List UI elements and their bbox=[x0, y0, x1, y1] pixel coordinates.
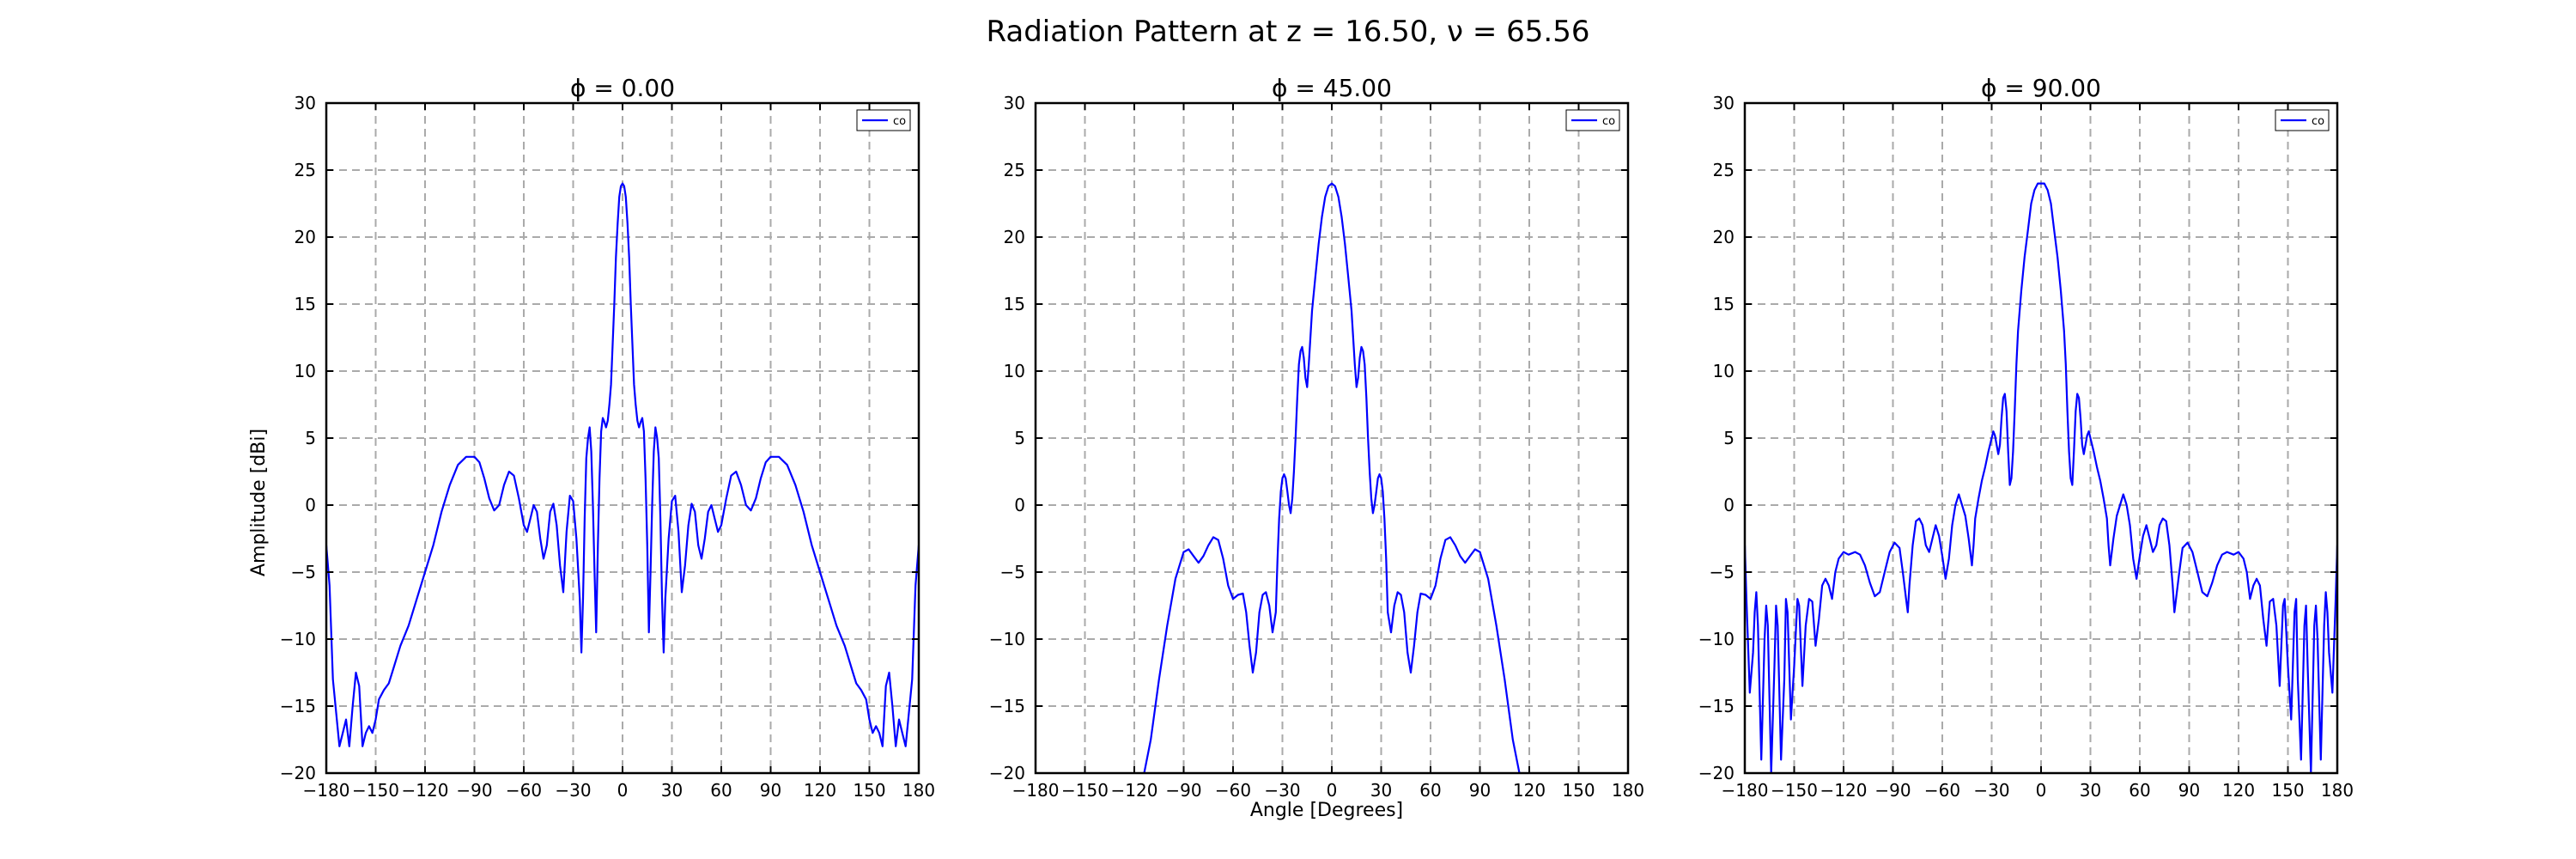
y-tick-label: 10 bbox=[295, 361, 316, 381]
y-tick-label: 15 bbox=[1713, 294, 1735, 314]
y-tick-label: 0 bbox=[305, 495, 316, 515]
x-tick-label: −150 bbox=[352, 780, 399, 801]
y-tick-label: 30 bbox=[1713, 93, 1735, 113]
y-tick-label: 15 bbox=[1004, 294, 1025, 314]
x-tick-label: −120 bbox=[1820, 780, 1868, 801]
x-tick-label: −30 bbox=[555, 780, 591, 801]
x-tick-label: 180 bbox=[1612, 780, 1644, 801]
subplot-title: ϕ = 90.00 bbox=[1981, 74, 2101, 102]
x-tick-label: 30 bbox=[1370, 780, 1392, 801]
x-tick-label: 60 bbox=[1419, 780, 1441, 801]
x-tick-label: −150 bbox=[1771, 780, 1818, 801]
x-tick-label: 30 bbox=[661, 780, 683, 801]
x-tick-label: 150 bbox=[2271, 780, 2304, 801]
y-tick-label: 25 bbox=[1004, 160, 1025, 180]
y-tick-label: 30 bbox=[295, 93, 316, 113]
x-tick-label: 120 bbox=[2222, 780, 2255, 801]
x-tick-label: 150 bbox=[853, 780, 885, 801]
subplot-title: ϕ = 0.00 bbox=[570, 74, 675, 102]
series-line-co bbox=[1143, 182, 1521, 773]
y-tick-label: −10 bbox=[989, 629, 1025, 649]
y-tick-label: 5 bbox=[1014, 428, 1025, 448]
legend-label: co bbox=[1602, 115, 1615, 128]
y-tick-label: −15 bbox=[1698, 696, 1735, 716]
y-tick-label: 5 bbox=[1723, 428, 1735, 448]
x-tick-label: −30 bbox=[1264, 780, 1300, 801]
x-tick-label: −180 bbox=[303, 780, 350, 801]
legend-label: co bbox=[2312, 115, 2324, 128]
y-tick-label: −15 bbox=[280, 696, 316, 716]
x-tick-label: −120 bbox=[1111, 780, 1158, 801]
y-tick-label: 25 bbox=[295, 160, 316, 180]
x-tick-label: 60 bbox=[2129, 780, 2150, 801]
y-tick-label: 30 bbox=[1004, 93, 1025, 113]
x-tick-label: 30 bbox=[2080, 780, 2101, 801]
y-tick-label: −5 bbox=[1710, 562, 1735, 582]
y-tick-label: 10 bbox=[1004, 361, 1025, 381]
x-tick-label: 0 bbox=[1327, 780, 1338, 801]
x-tick-label: 120 bbox=[1513, 780, 1546, 801]
x-tick-label: −90 bbox=[456, 780, 492, 801]
x-tick-label: −60 bbox=[1924, 780, 1960, 801]
y-tick-label: −10 bbox=[1698, 629, 1735, 649]
x-tick-label: −60 bbox=[1215, 780, 1251, 801]
x-tick-label: −180 bbox=[1722, 780, 1769, 801]
y-tick-label: 20 bbox=[295, 227, 316, 247]
x-tick-label: −120 bbox=[402, 780, 449, 801]
figure-title: Radiation Pattern at z = 16.50, ν = 65.5… bbox=[987, 15, 1590, 49]
y-tick-label: −20 bbox=[1698, 763, 1735, 783]
x-tick-label: −30 bbox=[1973, 780, 2009, 801]
y-tick-label: 20 bbox=[1004, 227, 1025, 247]
subplot-phi-90: ϕ = 90.00 −180 −150 −120 −90 −60 −30 0 30 60 90 12… bbox=[1698, 74, 2354, 801]
series-line-co bbox=[326, 182, 919, 747]
series-line-co bbox=[1745, 182, 2337, 773]
y-tick-label: 0 bbox=[1723, 495, 1735, 515]
subplot-phi-45: ϕ = 45.00 −180 −150 −120 −90 −60 −30 0 30 60 90 12… bbox=[989, 74, 1644, 801]
legend-label: co bbox=[893, 115, 906, 128]
x-tick-label: −150 bbox=[1061, 780, 1109, 801]
subplot-title: ϕ = 45.00 bbox=[1272, 74, 1392, 102]
x-tick-label: −60 bbox=[506, 780, 542, 801]
y-tick-label: −20 bbox=[280, 763, 316, 783]
y-axis-label: Amplitude [dBi] bbox=[248, 429, 270, 576]
x-tick-label: 90 bbox=[760, 780, 781, 801]
y-tick-label: −20 bbox=[989, 763, 1025, 783]
y-tick-label: 20 bbox=[1713, 227, 1735, 247]
y-tick-label: 0 bbox=[1014, 495, 1025, 515]
x-tick-label: −90 bbox=[1874, 780, 1911, 801]
x-tick-label: −180 bbox=[1012, 780, 1060, 801]
x-tick-label: 180 bbox=[902, 780, 935, 801]
x-tick-label: 180 bbox=[2321, 780, 2354, 801]
x-axis-label: Angle [Degrees] bbox=[1250, 800, 1403, 821]
y-tick-label: −15 bbox=[989, 696, 1025, 716]
x-tick-label: 150 bbox=[1562, 780, 1595, 801]
y-tick-label: −5 bbox=[291, 562, 316, 582]
y-tick-label: −5 bbox=[1000, 562, 1025, 582]
y-tick-label: 10 bbox=[1713, 361, 1735, 381]
y-tick-label: 15 bbox=[295, 294, 316, 314]
x-tick-label: 0 bbox=[617, 780, 629, 801]
x-tick-label: 90 bbox=[1469, 780, 1491, 801]
x-tick-label: 120 bbox=[804, 780, 836, 801]
y-tick-label: −10 bbox=[280, 629, 316, 649]
x-tick-label: −90 bbox=[1165, 780, 1201, 801]
y-tick-label: 5 bbox=[305, 428, 316, 448]
subplot-phi-0: ϕ = 0.00 −180 −150 −120 −90 −60 −30 0 30 60 90 120… bbox=[280, 74, 935, 801]
x-tick-label: 60 bbox=[710, 780, 732, 801]
x-tick-label: 0 bbox=[2036, 780, 2047, 801]
x-tick-label: 90 bbox=[2178, 780, 2200, 801]
y-tick-label: 25 bbox=[1713, 160, 1735, 180]
